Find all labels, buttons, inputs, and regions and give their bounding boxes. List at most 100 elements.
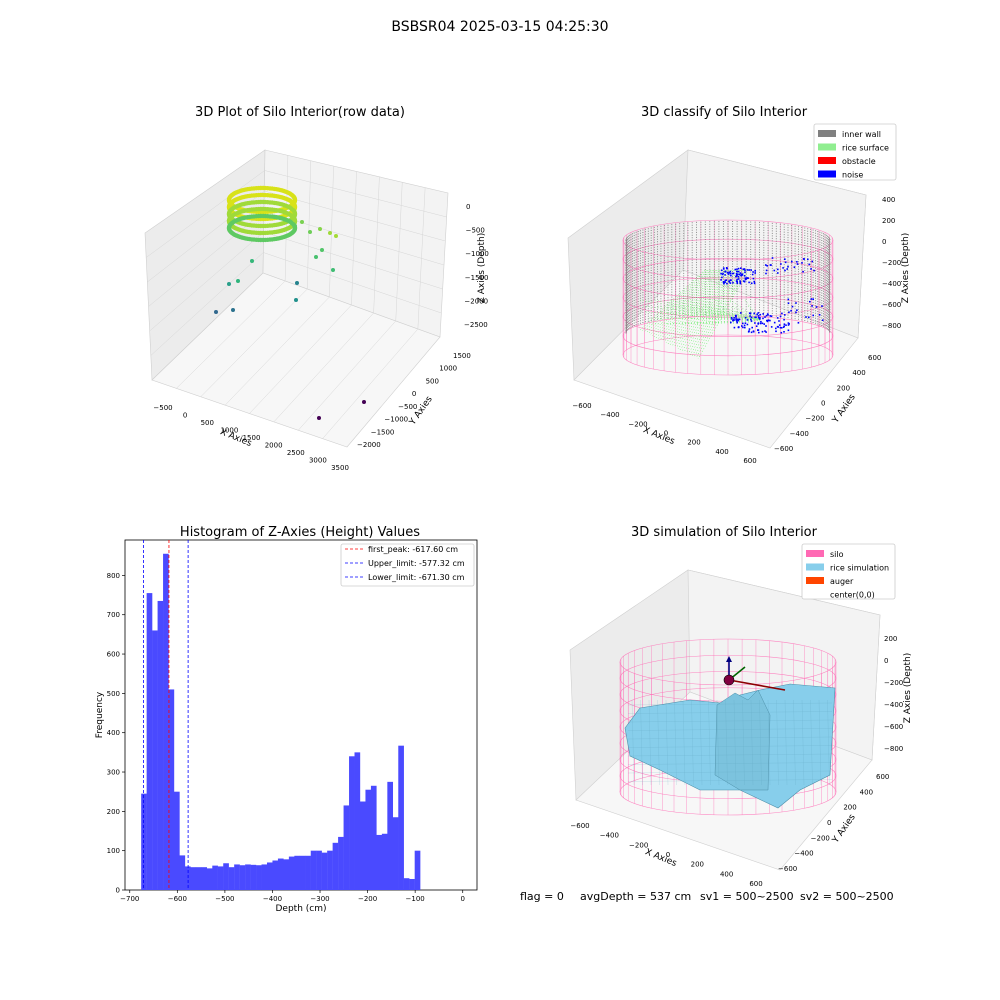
noise-point [746, 323, 749, 326]
noise-point [805, 316, 807, 318]
status-line: flag = 0 avgDepth = 537 cm sv1 = 500~250… [520, 890, 894, 903]
rice-surface-trace [695, 269, 748, 359]
noise-point [776, 317, 779, 319]
noise-point [735, 316, 737, 318]
rice-surface-trace [679, 269, 736, 351]
classify-3d-panel: 3D classify of Silo Interior −600 −400 −20… [567, 105, 911, 465]
noise-point [766, 265, 768, 267]
noise-point [748, 312, 751, 314]
classify-y-tick-label: 400 [852, 369, 865, 377]
raw-point [250, 259, 254, 263]
noise-point [744, 322, 747, 324]
simulation-z-tick-label: 200 [884, 635, 897, 643]
raw-x-tick-label: 2500 [287, 449, 305, 457]
noise-point [738, 318, 741, 321]
histogram-bar [365, 789, 372, 890]
raw-point [320, 248, 324, 252]
raw-x-tick-label: −500 [153, 404, 172, 412]
raw-point [300, 220, 304, 224]
histogram-xtick-label: −400 [263, 895, 282, 903]
simulation-legend-swatch [806, 550, 824, 557]
simulation-y-tick-label: 200 [843, 804, 856, 812]
rice-surface-trace [735, 311, 761, 321]
rice-surface-trace [657, 269, 719, 340]
rice-surface-trace [683, 269, 739, 353]
noise-point [748, 328, 751, 330]
noise-point [737, 273, 739, 276]
noise-point [782, 267, 784, 269]
rice-surface-trace [717, 305, 761, 321]
raw-point [292, 204, 298, 209]
simulation-x-tick-label: 200 [691, 861, 704, 869]
raw-point [227, 282, 231, 286]
noise-point [742, 280, 745, 282]
noise-point [784, 269, 786, 272]
noise-point [747, 331, 750, 333]
classify-z-tick-label: 400 [882, 196, 895, 204]
raw-point [295, 281, 299, 285]
histogram-bar [398, 745, 404, 890]
histogram-bar [354, 752, 361, 890]
histogram-bar [294, 855, 301, 890]
noise-point [735, 318, 737, 320]
noise-point [783, 323, 786, 325]
simulation-legend-label: silo [830, 550, 844, 559]
histogram-x-ticks: −700 −600 −500 −400 −300 −200 −100 0 [120, 890, 465, 903]
rice-surface-trace [711, 319, 761, 325]
noise-point [728, 280, 730, 282]
rice-surface-trace [732, 305, 761, 321]
noise-point [740, 274, 742, 277]
noise-point [811, 305, 813, 307]
raw-zlabel: Z Axies (Depth) [477, 233, 487, 304]
noise-point [775, 330, 777, 333]
rice-surface-trace [655, 269, 718, 339]
noise-point [736, 278, 738, 281]
histogram-bar [414, 850, 421, 890]
noise-point [749, 315, 751, 317]
noise-point [722, 272, 724, 275]
raw-z-tick-label: −1000 [465, 250, 489, 258]
classify-z-tick-label: 0 [882, 238, 886, 246]
rice-surface-trace [667, 269, 727, 345]
rice-surface-trace [705, 311, 761, 321]
histogram-xtick-label: −700 [120, 895, 139, 903]
noise-point [763, 323, 765, 325]
raw-point [318, 227, 322, 231]
histogram-reference-lines [143, 540, 189, 890]
noise-point [737, 276, 740, 278]
noise-point [796, 309, 798, 311]
noise-point [766, 320, 769, 323]
histogram-ylabel: Frequency [95, 691, 105, 738]
raw-z-tick-label: −2500 [464, 321, 488, 329]
simulation-y-tick-label: −600 [778, 865, 797, 873]
raw-point-cloud [214, 185, 366, 420]
noise-point [780, 331, 783, 334]
simulation-auger [723, 656, 786, 691]
noise-point [735, 275, 737, 278]
histogram-bar [239, 865, 246, 890]
histogram-bar [168, 689, 175, 890]
histogram-bar [321, 852, 328, 890]
noise-point [759, 313, 762, 316]
noise-point [757, 323, 759, 325]
classify-xlabel: X Axies [641, 425, 676, 447]
histogram-legend-entry: Lower_limit: -671.30 cm [368, 573, 465, 582]
noise-point [744, 271, 746, 274]
simulation-y-tick-label: 0 [827, 819, 831, 827]
noise-point [765, 272, 767, 275]
classify-panel-title: 3D classify of Silo Interior [641, 105, 808, 120]
noise-point [757, 322, 760, 324]
noise-point [752, 330, 755, 332]
noise-point [770, 315, 773, 317]
noise-point [821, 319, 824, 321]
histogram-axes [124, 539, 478, 891]
noise-point [748, 281, 750, 284]
raw-z-tick-label: −500 [466, 227, 485, 235]
simulation-z-tick-label: −600 [884, 723, 903, 731]
rice-surface-trace [697, 269, 749, 360]
noise-point [797, 322, 800, 324]
noise-point [739, 281, 741, 284]
noise-point [754, 322, 756, 324]
histogram-bar [359, 801, 366, 890]
noise-point [724, 281, 726, 283]
